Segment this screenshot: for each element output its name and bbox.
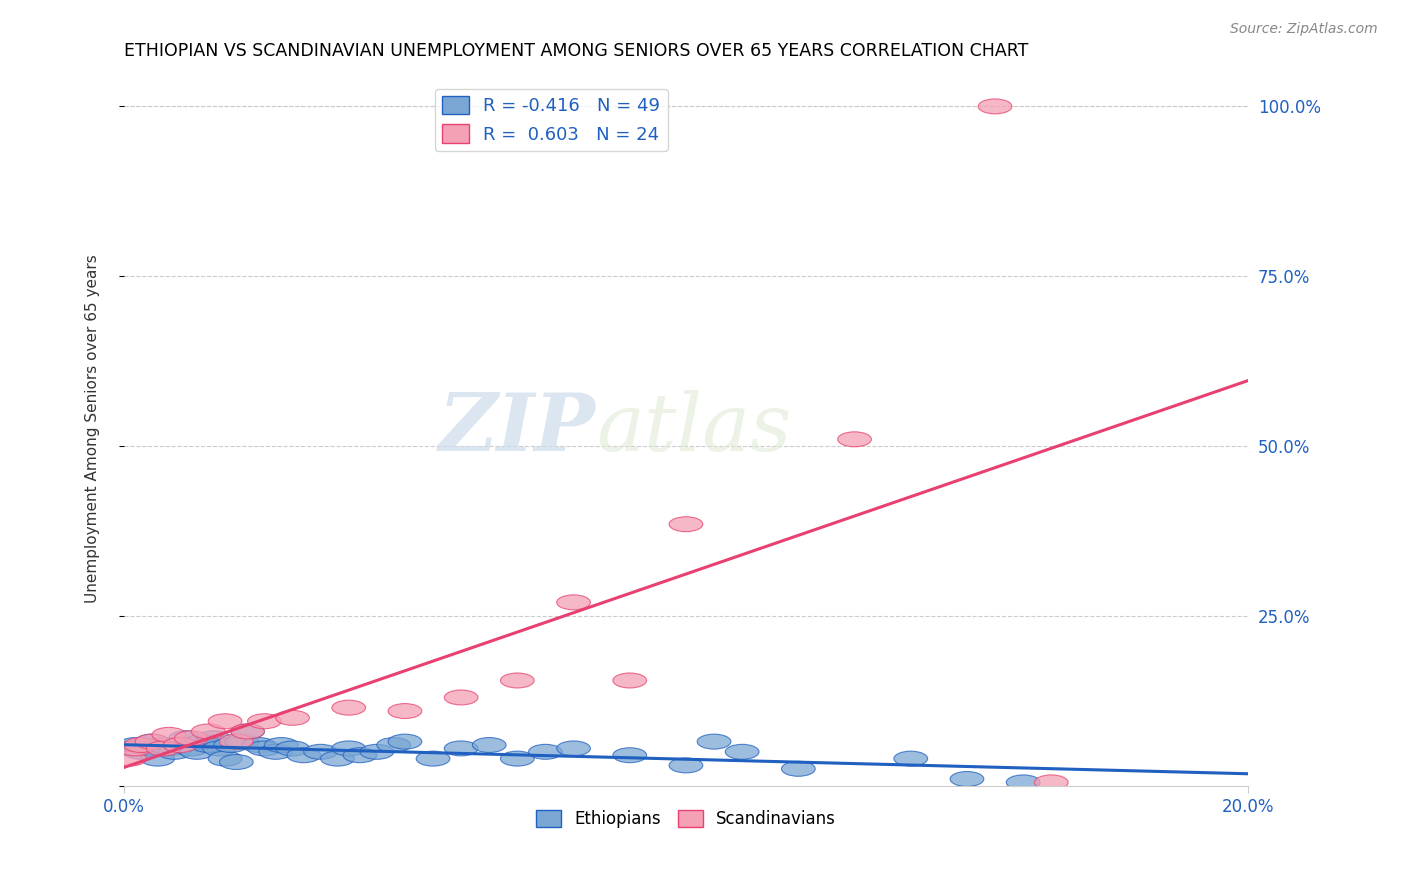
Ellipse shape <box>141 751 174 766</box>
Ellipse shape <box>557 595 591 610</box>
Ellipse shape <box>169 731 202 746</box>
Legend: Ethiopians, Scandinavians: Ethiopians, Scandinavians <box>530 803 842 835</box>
Ellipse shape <box>163 738 197 753</box>
Ellipse shape <box>332 741 366 756</box>
Ellipse shape <box>343 747 377 763</box>
Ellipse shape <box>472 738 506 753</box>
Ellipse shape <box>264 738 298 753</box>
Ellipse shape <box>180 744 214 759</box>
Ellipse shape <box>247 714 281 729</box>
Ellipse shape <box>191 738 225 753</box>
Ellipse shape <box>112 751 146 766</box>
Ellipse shape <box>332 700 366 715</box>
Ellipse shape <box>112 741 146 756</box>
Ellipse shape <box>124 744 157 759</box>
Ellipse shape <box>444 690 478 705</box>
Ellipse shape <box>416 751 450 766</box>
Ellipse shape <box>501 673 534 688</box>
Ellipse shape <box>118 741 152 756</box>
Ellipse shape <box>725 744 759 759</box>
Ellipse shape <box>174 731 208 746</box>
Ellipse shape <box>208 751 242 766</box>
Ellipse shape <box>838 432 872 447</box>
Ellipse shape <box>146 738 180 753</box>
Ellipse shape <box>146 741 180 756</box>
Ellipse shape <box>247 741 281 756</box>
Ellipse shape <box>377 738 411 753</box>
Ellipse shape <box>124 738 157 753</box>
Ellipse shape <box>197 731 231 746</box>
Ellipse shape <box>669 516 703 532</box>
Ellipse shape <box>276 710 309 725</box>
Ellipse shape <box>613 747 647 763</box>
Ellipse shape <box>388 704 422 719</box>
Ellipse shape <box>231 724 264 739</box>
Ellipse shape <box>225 734 259 749</box>
Ellipse shape <box>174 741 208 756</box>
Ellipse shape <box>152 741 186 756</box>
Ellipse shape <box>219 734 253 749</box>
Ellipse shape <box>444 741 478 756</box>
Ellipse shape <box>129 741 163 756</box>
Text: atlas: atlas <box>596 391 792 468</box>
Ellipse shape <box>669 758 703 772</box>
Ellipse shape <box>613 673 647 688</box>
Ellipse shape <box>304 744 337 759</box>
Y-axis label: Unemployment Among Seniors over 65 years: Unemployment Among Seniors over 65 years <box>86 255 100 604</box>
Ellipse shape <box>388 734 422 749</box>
Ellipse shape <box>202 741 236 756</box>
Ellipse shape <box>979 99 1012 114</box>
Ellipse shape <box>360 744 394 759</box>
Ellipse shape <box>321 751 354 766</box>
Ellipse shape <box>894 751 928 766</box>
Text: Source: ZipAtlas.com: Source: ZipAtlas.com <box>1230 22 1378 37</box>
Ellipse shape <box>782 762 815 776</box>
Ellipse shape <box>697 734 731 749</box>
Ellipse shape <box>1007 775 1040 789</box>
Ellipse shape <box>276 741 309 756</box>
Ellipse shape <box>231 724 264 739</box>
Ellipse shape <box>152 727 186 742</box>
Ellipse shape <box>219 755 253 770</box>
Ellipse shape <box>1035 775 1069 789</box>
Ellipse shape <box>287 747 321 763</box>
Ellipse shape <box>242 738 276 753</box>
Ellipse shape <box>163 738 197 753</box>
Ellipse shape <box>157 744 191 759</box>
Ellipse shape <box>259 744 292 759</box>
Ellipse shape <box>135 734 169 749</box>
Ellipse shape <box>135 734 169 749</box>
Text: ZIP: ZIP <box>439 391 596 468</box>
Ellipse shape <box>557 741 591 756</box>
Ellipse shape <box>191 724 225 739</box>
Ellipse shape <box>950 772 984 787</box>
Ellipse shape <box>186 734 219 749</box>
Ellipse shape <box>529 744 562 759</box>
Ellipse shape <box>501 751 534 766</box>
Ellipse shape <box>118 738 152 753</box>
Ellipse shape <box>214 738 247 753</box>
Text: ETHIOPIAN VS SCANDINAVIAN UNEMPLOYMENT AMONG SENIORS OVER 65 YEARS CORRELATION C: ETHIOPIAN VS SCANDINAVIAN UNEMPLOYMENT A… <box>124 42 1028 60</box>
Ellipse shape <box>208 714 242 729</box>
